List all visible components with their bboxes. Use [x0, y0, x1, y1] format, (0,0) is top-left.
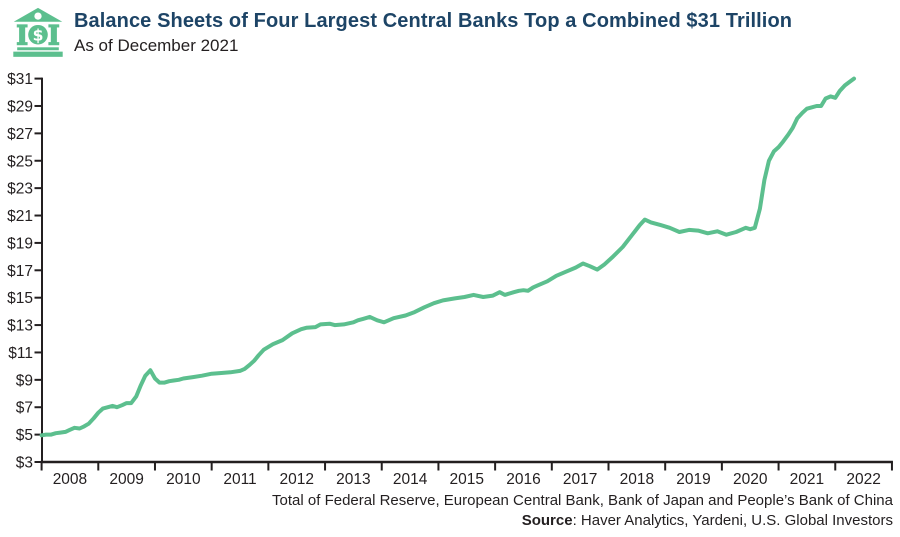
x-tick-label: 2016 [506, 471, 540, 488]
svg-text:$: $ [33, 26, 44, 44]
x-tick-label: 2020 [733, 471, 768, 488]
source-text: : Haver Analytics, Yardeni, U.S. Global … [572, 512, 893, 529]
y-tick-label: $9 [16, 372, 33, 389]
x-tick-label: 2021 [790, 471, 824, 488]
y-tick-label: $11 [8, 345, 33, 362]
x-tick-label: 2011 [223, 471, 256, 488]
y-tick-label: $29 [7, 98, 33, 115]
y-tick-label: $17 [7, 263, 33, 280]
x-tick-label: 2018 [620, 471, 654, 488]
x-tick-label: 2017 [563, 471, 597, 488]
y-tick-label: $13 [7, 318, 33, 335]
chart-subtitle: As of December 2021 [74, 36, 239, 55]
chart-source-line: Source: Haver Analytics, Yardeni, U.S. G… [13, 512, 893, 529]
title-block: Balance Sheets of Four Largest Central B… [74, 7, 792, 56]
x-tick-label: 2014 [393, 471, 428, 488]
y-tick-label: $15 [7, 290, 33, 307]
x-tick-label: 2009 [109, 471, 143, 488]
y-tick-label: $5 [16, 427, 33, 444]
y-tick-label: $31 [7, 71, 33, 88]
chart-title: Balance Sheets of Four Largest Central B… [74, 10, 793, 32]
y-tick-label: $23 [7, 181, 33, 198]
y-tick-label: $25 [7, 153, 33, 170]
balance-sheet-line [39, 76, 856, 438]
x-tick-label: 2010 [166, 471, 201, 488]
x-tick-label: 2012 [279, 471, 313, 488]
source-label: Source [521, 512, 573, 529]
y-tick-label: $27 [7, 126, 33, 143]
header: $ Balance Sheets of Four Largest Central… [12, 7, 792, 59]
x-tick-label: 2013 [336, 471, 370, 488]
y-tick-label: $19 [7, 235, 33, 252]
y-tick-label: $21 [7, 208, 33, 225]
x-tick-label: 2019 [676, 471, 710, 488]
y-tick-label: $3 [16, 455, 33, 472]
chart-footnote: Total of Federal Reserve, European Centr… [272, 492, 893, 509]
x-tick-label: 2015 [450, 471, 484, 488]
x-tick-label: 2022 [846, 471, 880, 488]
x-tick-label: 2008 [53, 471, 87, 488]
y-tick-label: $7 [16, 400, 33, 417]
bank-dollar-icon: $ [13, 7, 63, 57]
